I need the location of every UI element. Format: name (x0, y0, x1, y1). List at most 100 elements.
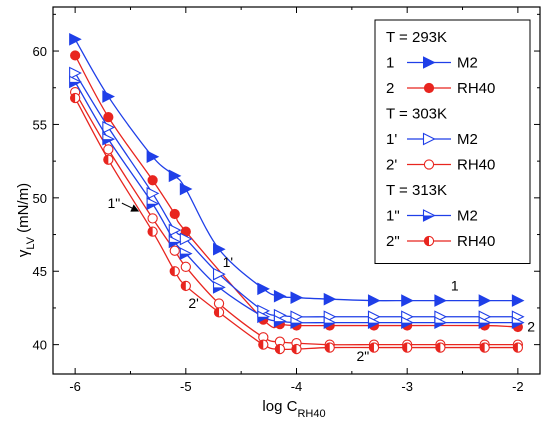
circle-marker (423, 82, 435, 94)
y-axis-title: γLV(mN/m) (15, 183, 37, 257)
circle-marker-fill (435, 342, 441, 353)
circle-marker (213, 298, 225, 309)
legend-number: 1 (386, 55, 394, 72)
triangle-marker (323, 292, 337, 306)
x-tick-label: -3 (401, 379, 413, 394)
series-6 (69, 92, 524, 355)
curve-annotation: 2' (188, 295, 198, 311)
triangle-marker-fill (324, 322, 336, 329)
triangle-marker (478, 294, 492, 307)
plot-area: -6 -5 -4 -3 -2 40 45 50 55 60 1 2 1' 2' 2" 1" (33, 6, 541, 394)
triangle-marker (102, 120, 116, 134)
legend-label: RH40 (457, 80, 495, 97)
circle-marker-fill (258, 340, 264, 350)
circle-marker (423, 159, 435, 170)
circle-marker (147, 213, 158, 224)
circle-marker-fill (170, 266, 175, 276)
circle-marker-fill (148, 227, 153, 237)
circle-marker-fill (275, 344, 280, 354)
legend-label: RH40 (457, 233, 495, 250)
triangle-marker-fill (423, 215, 435, 221)
curve-annotation: 2 (527, 318, 535, 334)
triangle-marker-fill (69, 81, 81, 88)
curve-annotation: 2" (357, 348, 370, 364)
circle-marker-fill (480, 342, 485, 353)
triangle-marker (423, 56, 436, 69)
triangle-marker-fill (401, 322, 413, 329)
x-tick-label: -6 (69, 379, 81, 394)
triangle-marker-fill (147, 203, 159, 210)
triangle-marker (213, 242, 226, 256)
circle-marker-fill (214, 307, 220, 317)
legend-number: 1' (386, 131, 397, 148)
x-tick-label: -2 (512, 379, 524, 394)
legend-number: 2" (386, 233, 400, 250)
x-tick-label: -4 (291, 379, 303, 394)
circle-marker (103, 112, 114, 123)
circle-marker (169, 208, 180, 220)
legend-label: M2 (457, 55, 478, 72)
x-axis-title-subscript: RH40 (297, 408, 325, 420)
triangle-marker (69, 66, 82, 80)
triangle-marker-fill (257, 316, 269, 323)
circle-marker-fill (181, 281, 186, 291)
circle-marker-fill (369, 342, 374, 353)
legend-number: 1" (386, 208, 400, 225)
triangle-marker-fill (213, 287, 225, 293)
triangle-marker (290, 291, 304, 304)
triangle-marker (273, 289, 287, 303)
y-axis-title-subscript: LV (25, 236, 37, 249)
triangle-marker-fill (479, 322, 491, 329)
legend-number: 2 (386, 80, 394, 97)
legend-box (374, 19, 531, 264)
circle-marker-fill (424, 236, 429, 246)
triangle-marker (179, 232, 193, 246)
triangle-marker (168, 169, 182, 183)
y-tick-label: 45 (33, 264, 47, 279)
triangle-marker (146, 187, 160, 200)
triangle-marker (367, 294, 381, 307)
annotation-arrow (121, 202, 140, 212)
triangle-marker (434, 294, 448, 307)
legend-header: T = 303K (386, 106, 447, 123)
triangle-marker-fill (274, 321, 286, 327)
triangle-marker (212, 267, 226, 281)
y-tick-label: 60 (33, 44, 47, 59)
x-axis-title: log CRH40 (262, 398, 325, 420)
triangle-marker-fill (368, 322, 380, 329)
circle-marker (180, 261, 191, 272)
triangle-marker-fill (434, 322, 446, 329)
triangle-marker (401, 294, 414, 307)
series-1 (69, 32, 525, 307)
triangle-marker-fill (512, 322, 524, 329)
circle-marker-fill (325, 342, 330, 353)
circle-marker (70, 50, 81, 61)
legend-number: 2' (386, 157, 397, 174)
triangle-marker-fill (180, 253, 192, 260)
curve-annotation: 1' (223, 254, 233, 270)
y-tick-label: 55 (33, 117, 47, 132)
legend-label: M2 (457, 208, 478, 225)
triangle-marker-fill (291, 322, 302, 329)
circle-marker (103, 144, 114, 155)
circle-marker-fill (513, 342, 518, 353)
circle-marker-fill (402, 342, 408, 353)
triangle-marker (69, 32, 82, 46)
triangle-marker (168, 223, 182, 237)
circle-marker (147, 175, 158, 186)
circle-marker-fill (70, 93, 76, 103)
triangle-marker-fill (102, 139, 114, 145)
y-tick-label: 40 (33, 338, 47, 353)
triangle-marker (146, 150, 160, 164)
legend-label: RH40 (457, 157, 495, 174)
legend-header: T = 293K (386, 29, 447, 46)
circle-marker (169, 245, 180, 256)
legend-label: M2 (457, 131, 478, 148)
y-tick-label: 50 (33, 191, 47, 206)
axis-titles: γLV(mN/m) log CRH40 (15, 183, 326, 420)
legend-header: T = 313K (386, 182, 447, 199)
triangle-marker (179, 182, 193, 196)
x-tick-label: -5 (180, 379, 192, 394)
triangle-marker (102, 90, 115, 103)
